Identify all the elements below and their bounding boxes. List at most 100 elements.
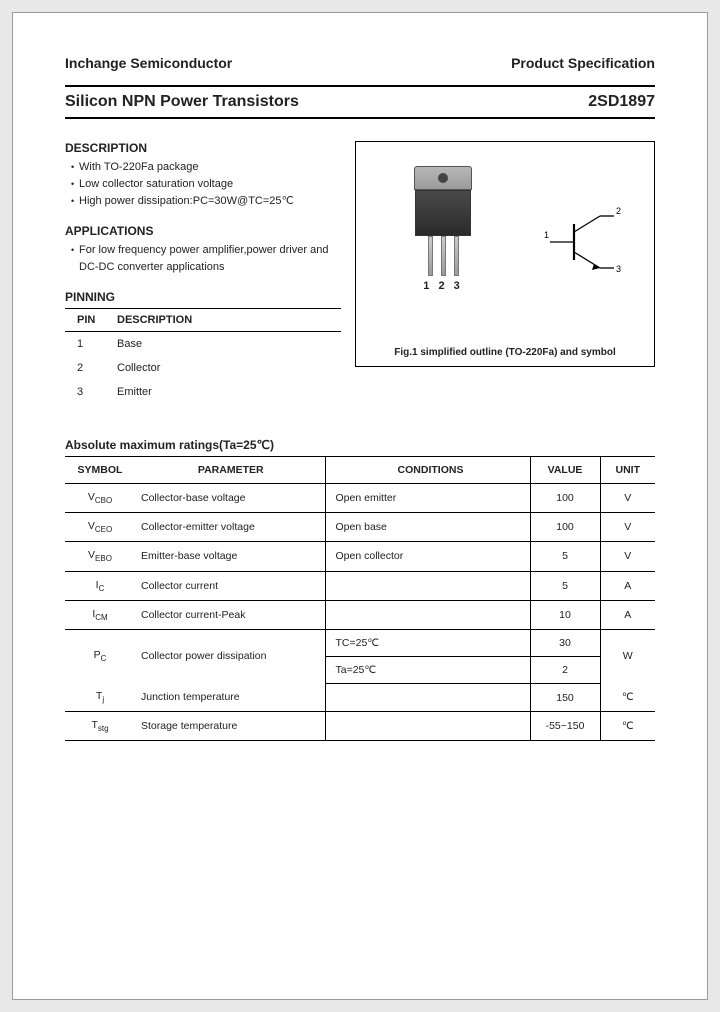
- table-row: Tstg Storage temperature -55~150 ℃: [65, 712, 655, 741]
- figure-box: 1 2 3 1 2 3 Fig.1 simplified outline (TO…: [355, 141, 655, 367]
- param-cell: Collector current-Peak: [135, 600, 325, 629]
- pin-desc-cell: Emitter: [113, 380, 341, 404]
- pinning-heading: PINNING: [65, 290, 341, 304]
- applications-item: For low frequency power amplifier,power …: [71, 242, 341, 276]
- value-cell: 10: [530, 600, 600, 629]
- param-cell: Storage temperature: [135, 712, 325, 741]
- symbol-cell: VEBO: [65, 542, 135, 571]
- param-cell: Collector current: [135, 571, 325, 600]
- lead-icon: [454, 236, 459, 276]
- col-parameter: PARAMETER: [135, 457, 325, 484]
- lead-icon: [441, 236, 446, 276]
- unit-cell: V: [600, 542, 655, 571]
- table-row: IC Collector current 5 A: [65, 571, 655, 600]
- cond-cell: TC=25℃: [325, 629, 530, 656]
- table-row: VEBO Emitter-base voltage Open collector…: [65, 542, 655, 571]
- param-cell: Collector-base voltage: [135, 484, 325, 513]
- value-cell: -55~150: [530, 712, 600, 741]
- symbol-pin-1: 1: [544, 230, 549, 240]
- part-number: 2SD1897: [588, 93, 655, 111]
- symbol-cell: PC: [65, 629, 135, 683]
- description-heading: DESCRIPTION: [65, 141, 341, 155]
- cond-cell: [325, 600, 530, 629]
- table-row: Tj Junction temperature 150 ℃: [65, 683, 655, 712]
- description-list: With TO-220Fa package Low collector satu…: [65, 159, 341, 210]
- symbol-cell: ICM: [65, 600, 135, 629]
- symbol-pin-3: 3: [616, 264, 621, 274]
- param-cell: Collector-emitter voltage: [135, 513, 325, 542]
- table-row: 1 Base: [65, 332, 341, 357]
- mounting-hole-icon: [438, 173, 448, 183]
- param-cell: Emitter-base voltage: [135, 542, 325, 571]
- company-name: Inchange Semiconductor: [65, 55, 232, 71]
- ratings-heading: Absolute maximum ratings(Ta=25℃): [65, 438, 655, 452]
- col-conditions: CONDITIONS: [325, 457, 530, 484]
- cond-cell: Open base: [325, 513, 530, 542]
- unit-cell: W: [600, 629, 655, 683]
- table-row: 2 Collector: [65, 356, 341, 380]
- description-item: Low collector saturation voltage: [71, 176, 341, 193]
- left-column: DESCRIPTION With TO-220Fa package Low co…: [65, 141, 341, 404]
- unit-cell: A: [600, 600, 655, 629]
- package-body: [415, 190, 471, 236]
- table-row: ICM Collector current-Peak 10 A: [65, 600, 655, 629]
- unit-cell: ℃: [600, 712, 655, 741]
- value-cell: 100: [530, 484, 600, 513]
- symbol-cell: Tj: [65, 683, 135, 712]
- unit-cell: V: [600, 484, 655, 513]
- table-row: VCEO Collector-emitter voltage Open base…: [65, 513, 655, 542]
- package-pin-label: 1 2 3: [398, 280, 488, 292]
- description-item: With TO-220Fa package: [71, 159, 341, 176]
- desc-col-header: DESCRIPTION: [113, 309, 341, 332]
- pinning-table: PIN DESCRIPTION 1 Base 2 Collector 3: [65, 308, 341, 404]
- symbol-cell: VCBO: [65, 484, 135, 513]
- spec-label: Product Specification: [511, 55, 655, 71]
- page-header: Inchange Semiconductor Product Specifica…: [65, 55, 655, 71]
- package-drawing: 1 2 3: [398, 166, 488, 292]
- value-cell: 30: [530, 629, 600, 656]
- pin-desc-cell: Collector: [113, 356, 341, 380]
- symbol-pin-2: 2: [616, 206, 621, 216]
- cond-cell: Open collector: [325, 542, 530, 571]
- cond-cell: [325, 571, 530, 600]
- product-title: Silicon NPN Power Transistors: [65, 93, 299, 111]
- title-bar: Silicon NPN Power Transistors 2SD1897: [65, 85, 655, 119]
- ratings-table: SYMBOL PARAMETER CONDITIONS VALUE UNIT V…: [65, 456, 655, 741]
- symbol-cell: Tstg: [65, 712, 135, 741]
- col-symbol: SYMBOL: [65, 457, 135, 484]
- applications-list: For low frequency power amplifier,power …: [65, 242, 341, 276]
- pin-col-header: PIN: [65, 309, 113, 332]
- value-cell: 5: [530, 542, 600, 571]
- unit-cell: A: [600, 571, 655, 600]
- pin-cell: 2: [65, 356, 113, 380]
- param-cell: Collector power dissipation: [135, 629, 325, 683]
- package-tab: [414, 166, 472, 190]
- unit-cell: ℃: [600, 683, 655, 712]
- table-row: VCBO Collector-base voltage Open emitter…: [65, 484, 655, 513]
- cond-cell: Open emitter: [325, 484, 530, 513]
- cond-cell: Ta=25℃: [325, 656, 530, 683]
- pin-desc-cell: Base: [113, 332, 341, 357]
- cond-cell: [325, 712, 530, 741]
- unit-cell: V: [600, 513, 655, 542]
- value-cell: 2: [530, 656, 600, 683]
- col-value: VALUE: [530, 457, 600, 484]
- symbol-cell: IC: [65, 571, 135, 600]
- cond-cell: [325, 683, 530, 712]
- param-cell: Junction temperature: [135, 683, 325, 712]
- pin-cell: 3: [65, 380, 113, 404]
- symbol-cell: VCEO: [65, 513, 135, 542]
- lead-icon: [428, 236, 433, 276]
- pin-cell: 1: [65, 332, 113, 357]
- transistor-symbol-icon: 1 2 3: [544, 202, 624, 282]
- table-row: PC Collector power dissipation TC=25℃ 30…: [65, 629, 655, 656]
- value-cell: 5: [530, 571, 600, 600]
- datasheet-page: Inchange Semiconductor Product Specifica…: [12, 12, 708, 1000]
- package-leads: [398, 236, 488, 276]
- applications-heading: APPLICATIONS: [65, 224, 341, 238]
- value-cell: 100: [530, 513, 600, 542]
- table-row: 3 Emitter: [65, 380, 341, 404]
- content-row: DESCRIPTION With TO-220Fa package Low co…: [65, 141, 655, 404]
- description-item: High power dissipation:PC=30W@TC=25℃: [71, 193, 341, 210]
- figure-caption: Fig.1 simplified outline (TO-220Fa) and …: [356, 347, 654, 358]
